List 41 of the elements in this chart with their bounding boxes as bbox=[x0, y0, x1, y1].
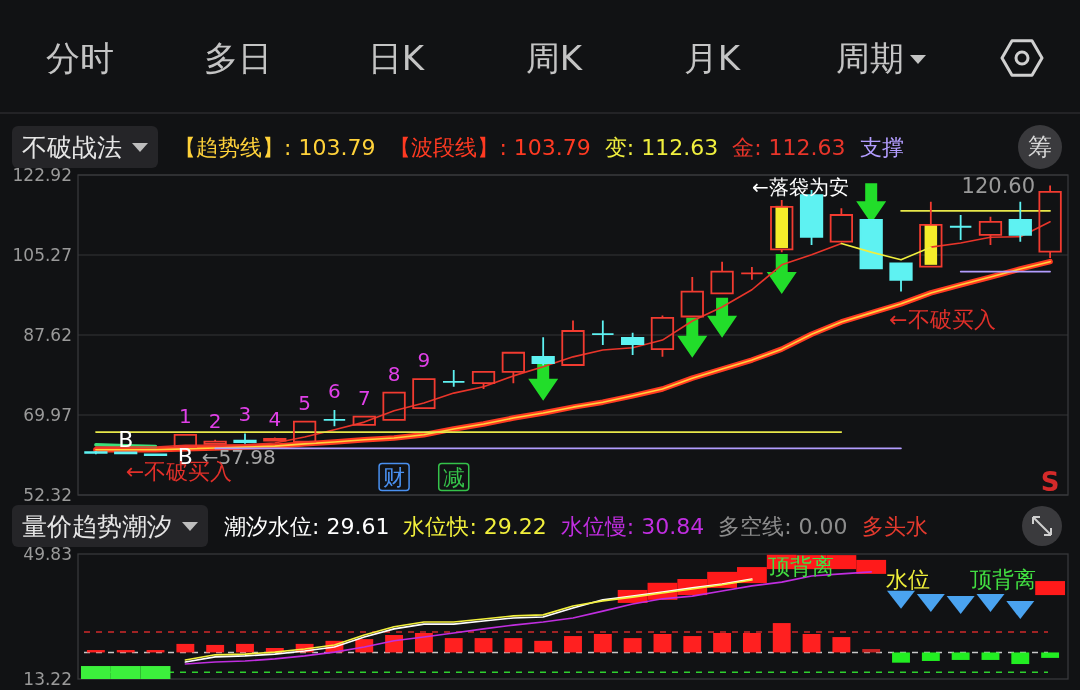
text: 9 bbox=[417, 348, 431, 373]
text: 7 bbox=[357, 385, 371, 410]
annotation: ←落袋为安 bbox=[751, 174, 849, 199]
text: 筹 bbox=[1028, 133, 1052, 161]
annotation: ←不破买入 bbox=[889, 306, 996, 332]
y-tick-label: 13.22 bbox=[23, 669, 72, 689]
text: 变: 112.63 bbox=[604, 134, 719, 160]
text: 多头水 bbox=[861, 513, 928, 539]
text: 2 bbox=[208, 408, 222, 433]
y-tick-label: 122.92 bbox=[12, 165, 72, 185]
text: 1 bbox=[178, 403, 192, 428]
text: 分时 bbox=[46, 38, 114, 78]
text: 潮汐水位: 29.61 bbox=[224, 513, 390, 539]
text: 金: 112.63 bbox=[732, 134, 846, 160]
text: 4 bbox=[268, 406, 282, 431]
text: 支撑 bbox=[859, 134, 904, 160]
text: 5 bbox=[298, 390, 311, 415]
text: 水位慢: 30.84 bbox=[560, 513, 705, 539]
y-tick-label: 49.83 bbox=[23, 544, 72, 564]
text: 周期 bbox=[836, 38, 904, 78]
text: 多日 bbox=[204, 38, 272, 78]
annotation: 120.60 bbox=[961, 173, 1036, 198]
text: 水位快: 29.22 bbox=[403, 513, 547, 539]
y-tick-label: 87.62 bbox=[23, 325, 72, 345]
text: 日K bbox=[367, 38, 426, 78]
text: 月K bbox=[683, 38, 742, 78]
chart-title: 量价趋势潮汐 bbox=[22, 511, 172, 541]
chart-title: 不破战法 bbox=[22, 132, 122, 162]
text: 6 bbox=[328, 378, 341, 403]
annotation: 水位 bbox=[886, 566, 931, 592]
y-tick-label: 69.97 bbox=[23, 405, 72, 425]
annotation: S bbox=[1040, 466, 1060, 497]
y-tick-label: 105.27 bbox=[12, 245, 72, 265]
text: 3 bbox=[238, 402, 252, 427]
text: 周K bbox=[525, 38, 584, 78]
text: 【趋势线】: 103.79 bbox=[174, 134, 376, 160]
text: 【波段线】: 103.79 bbox=[389, 134, 591, 160]
text: 8 bbox=[387, 361, 401, 386]
text: 多空线: 0.00 bbox=[718, 513, 848, 539]
y-tick-label: 52.32 bbox=[23, 485, 72, 505]
annotation: 顶背离 bbox=[969, 566, 1036, 592]
